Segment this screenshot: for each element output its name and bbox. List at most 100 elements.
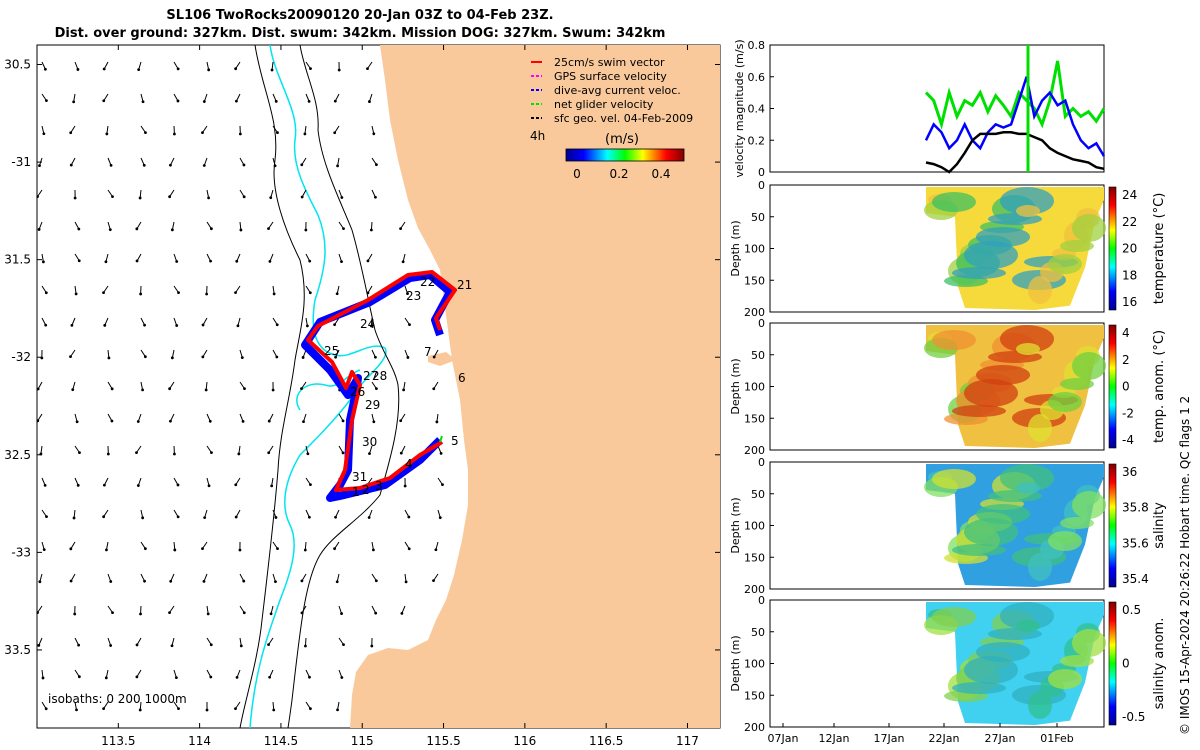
vector-head — [201, 547, 204, 551]
vector-head — [271, 388, 275, 392]
vector-head — [109, 644, 113, 647]
vector-head — [175, 324, 179, 327]
vector-head — [235, 99, 238, 103]
vector-head — [235, 676, 239, 679]
vector-head — [142, 163, 146, 167]
vector-head — [272, 708, 276, 712]
vector-head — [72, 100, 76, 104]
heatmap-cell — [1000, 464, 1054, 492]
vector-head — [77, 259, 81, 263]
time-tick-label: 01Feb — [1040, 732, 1073, 745]
vector-head — [37, 643, 41, 647]
vector-head — [309, 483, 312, 487]
vector-head — [400, 611, 404, 615]
colorbar-tick-label: 18 — [1122, 268, 1137, 282]
vector-head — [43, 67, 47, 71]
vector-head — [108, 228, 112, 232]
vector-head — [306, 452, 310, 456]
vector-head — [441, 483, 444, 487]
isobath-200 — [249, 45, 387, 728]
vector-head — [144, 131, 147, 135]
vector-head — [43, 483, 47, 487]
vector-head — [366, 291, 370, 295]
vector-head — [209, 227, 213, 231]
depth-tick-label: 150 — [744, 412, 765, 425]
vector-head — [42, 132, 46, 136]
depth-tick-label: 100 — [744, 243, 765, 256]
vector-head — [300, 163, 304, 167]
vector-head — [403, 484, 407, 488]
vector-head — [45, 99, 48, 103]
heatmap-cell — [932, 469, 976, 489]
vector-head — [209, 259, 212, 263]
track-day-label: 28 — [372, 369, 387, 383]
vector-head — [135, 259, 139, 263]
vector-head — [135, 675, 139, 679]
map-x-tick-label: 114 — [188, 734, 211, 748]
depth-ylabel: Depth (m) — [729, 358, 742, 414]
vector-head — [103, 483, 106, 487]
vector-head — [176, 483, 180, 487]
map-x-tick-label: 113.5 — [101, 734, 135, 748]
depth-tick-label: 50 — [751, 488, 765, 501]
vector-head — [44, 707, 48, 711]
vector-head — [401, 260, 405, 264]
vector-head — [201, 131, 204, 135]
vector-head — [107, 356, 111, 360]
heatmap-cell — [1048, 392, 1082, 412]
vector-head — [207, 196, 210, 200]
vector-head — [168, 387, 172, 391]
vector-head — [70, 323, 74, 327]
vector-head — [307, 99, 311, 103]
vector-head — [367, 516, 371, 519]
vector-head — [300, 387, 303, 391]
heatmap-colorbar — [1108, 186, 1117, 311]
vector-head — [207, 484, 211, 488]
vector-head — [301, 356, 305, 359]
vector-head — [76, 68, 80, 71]
time-tick-label: 07Jan — [768, 732, 799, 745]
legend-swim: 25cm/s swim vector — [554, 56, 665, 69]
vector-head — [207, 68, 211, 72]
heatmap-cell — [1060, 655, 1094, 667]
legend-net: net glider velocity — [554, 98, 654, 111]
velocity-series-2 — [925, 131, 1105, 174]
vector-head — [111, 611, 114, 615]
vector-head — [143, 323, 146, 327]
vector-head — [374, 355, 377, 359]
heatmap-colorbar — [1108, 324, 1117, 449]
colorbar-tick-label: 36 — [1122, 465, 1137, 479]
heatmap-panel-4: 0 50 100 150 200 Depth (m) -0.5 0 0.5 salinity an… — [729, 594, 1167, 734]
track-day-label: 25 — [324, 344, 339, 358]
vector-head — [434, 548, 438, 552]
heatmap-panel-1: 0 50 100 150 200 Depth (m) 16 18 20 22 24 temperatu… — [729, 179, 1167, 319]
vector-head — [438, 516, 442, 520]
vector-head — [336, 708, 339, 712]
colorbar-tick-label: -0.5 — [1122, 710, 1145, 724]
current-track — [301, 271, 454, 502]
heatmap-cell — [952, 682, 1006, 694]
track-day-label: 26 — [350, 385, 365, 399]
vector-head — [38, 580, 42, 584]
vector-head — [399, 451, 403, 455]
heatmap-cell — [1028, 691, 1052, 719]
vector-head — [73, 612, 77, 616]
isobath-0 — [287, 45, 400, 728]
velocity-y-tick-label: 0.2 — [748, 134, 766, 147]
colorbar-tick-label: -4 — [1122, 433, 1134, 447]
vector-head — [104, 676, 108, 680]
vector-head — [168, 195, 172, 199]
vector-head — [336, 164, 339, 168]
vector-head — [435, 420, 439, 424]
vector-head — [102, 99, 106, 103]
vector-head — [399, 419, 403, 423]
heatmap-cell — [1000, 325, 1054, 353]
vector-head — [242, 195, 246, 199]
track-day-label: 21 — [457, 278, 472, 292]
vector-head — [372, 132, 376, 136]
time-tick-label: 27Jan — [985, 732, 1016, 745]
vector-head — [105, 132, 109, 136]
vector-head — [432, 579, 435, 583]
heatmap-cell — [1048, 669, 1082, 689]
